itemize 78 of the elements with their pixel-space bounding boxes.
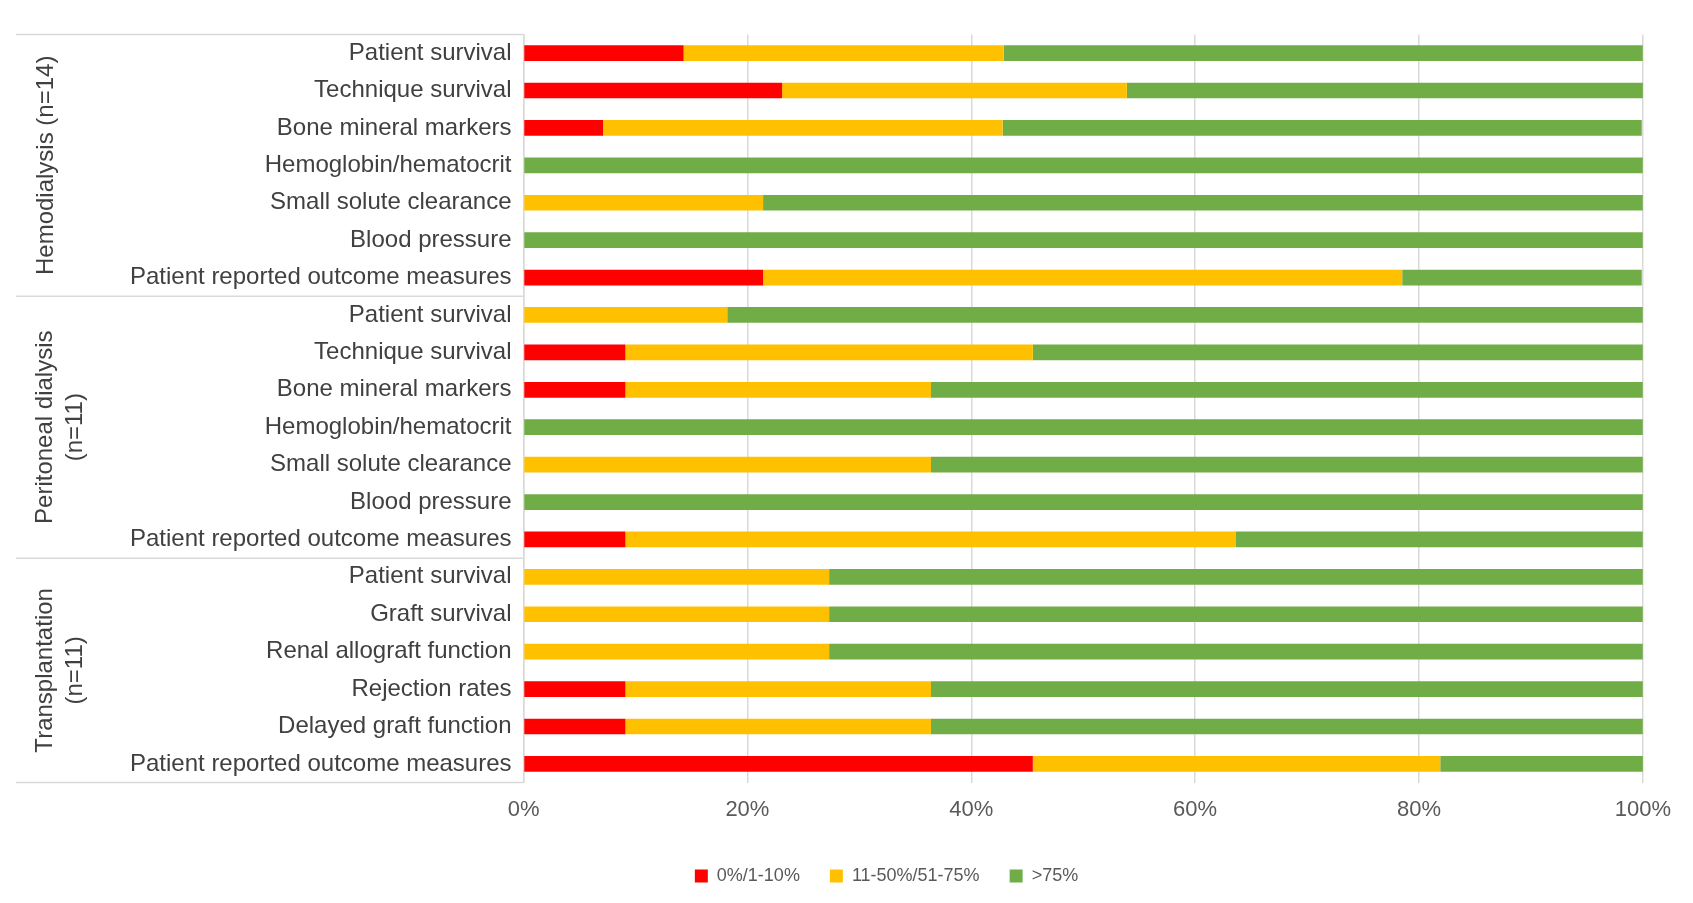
text: Peritoneal dialysis (n=11) bbox=[29, 330, 87, 524]
bar bbox=[524, 681, 626, 697]
y-tick-label: Patient reported outcome measures bbox=[129, 748, 512, 776]
bar bbox=[1126, 82, 1643, 99]
y-tick-label: Patient reported outcome measures bbox=[129, 262, 512, 290]
y-tick-label: Hemoglobin/hematocrit bbox=[264, 149, 512, 177]
x-tick-label: 60% bbox=[1173, 795, 1218, 821]
bar bbox=[1002, 120, 1642, 136]
bar bbox=[524, 494, 1643, 510]
bar bbox=[763, 269, 1403, 286]
y-tick-label: Bone mineral markers bbox=[276, 112, 512, 140]
bar bbox=[524, 82, 783, 99]
bar bbox=[930, 718, 1643, 735]
y-tick-label: Small solute clearance bbox=[270, 187, 512, 215]
y-tick-label: Patient survival bbox=[348, 299, 512, 327]
y-tick-label: Bone mineral markers bbox=[276, 374, 512, 402]
bar bbox=[524, 232, 1643, 249]
bar bbox=[727, 307, 1643, 323]
bar bbox=[524, 456, 931, 473]
y-tick-label: Patient survival bbox=[348, 561, 512, 589]
bar bbox=[524, 269, 764, 286]
bar bbox=[524, 120, 604, 136]
bar bbox=[625, 531, 1236, 548]
bar bbox=[524, 606, 830, 623]
bar bbox=[930, 381, 1643, 398]
bar bbox=[625, 381, 931, 398]
bar bbox=[1003, 45, 1643, 61]
y-tick-label: Delayed graft function bbox=[278, 711, 512, 739]
bar bbox=[1032, 344, 1643, 361]
bar bbox=[829, 643, 1643, 660]
bar bbox=[524, 45, 684, 61]
bar bbox=[829, 568, 1643, 585]
bar bbox=[1235, 531, 1643, 548]
bar bbox=[1440, 756, 1643, 772]
bar bbox=[1032, 756, 1441, 772]
y-tick-label: Rejection rates bbox=[351, 673, 512, 701]
bar bbox=[625, 681, 931, 697]
bar bbox=[524, 568, 830, 585]
y-tick-label: Blood pressure bbox=[350, 486, 512, 514]
bar bbox=[930, 681, 1643, 697]
y-tick-label: Patient survival bbox=[348, 37, 512, 65]
x-tick-label: 0% bbox=[507, 795, 540, 821]
x-tick-label: 100% bbox=[1614, 795, 1672, 821]
y-tick-label: Renal allograft function bbox=[266, 636, 512, 664]
y-tick-label: Blood pressure bbox=[350, 224, 512, 252]
bar bbox=[763, 194, 1643, 211]
y-tick-label: Graft survival bbox=[370, 598, 512, 626]
x-tick-label: 80% bbox=[1396, 795, 1442, 821]
x-tick-label: 20% bbox=[725, 795, 770, 821]
bar bbox=[524, 157, 1643, 174]
y-tick-label: Technique survival bbox=[314, 337, 512, 365]
bar bbox=[524, 344, 626, 361]
bar bbox=[625, 718, 931, 735]
bar bbox=[782, 82, 1127, 99]
bar bbox=[524, 718, 626, 735]
bar bbox=[829, 606, 1643, 623]
bar bbox=[524, 531, 626, 548]
legend-label: 0%/1-10% bbox=[716, 864, 800, 885]
bar bbox=[524, 194, 764, 211]
bar bbox=[524, 381, 626, 398]
x-tick-label: 40% bbox=[949, 795, 994, 821]
y-tick-label: Small solute clearance bbox=[270, 449, 512, 477]
bar bbox=[524, 419, 1643, 436]
bar bbox=[524, 307, 728, 323]
bar bbox=[930, 456, 1643, 473]
bar bbox=[1402, 269, 1642, 286]
bar bbox=[524, 756, 1033, 772]
y-tick-label: Patient reported outcome measures bbox=[129, 524, 512, 552]
bar bbox=[603, 120, 1003, 136]
bar bbox=[683, 45, 1004, 61]
legend-label: >75% bbox=[1031, 864, 1079, 885]
text: Transplantation (n=11) bbox=[29, 588, 87, 753]
bar bbox=[625, 344, 1033, 361]
legend-label: 11-50%/51-75% bbox=[851, 864, 980, 885]
text: Hemodialysis (n=14) bbox=[30, 55, 58, 276]
y-tick-label: Technique survival bbox=[314, 75, 512, 103]
y-tick-label: Hemoglobin/hematocrit bbox=[264, 411, 512, 439]
bar bbox=[524, 643, 830, 660]
